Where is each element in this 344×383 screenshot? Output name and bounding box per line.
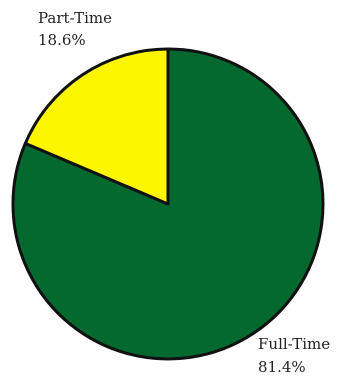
pie-slice-part-time: [23, 47, 170, 206]
pie-slice-full-time: [11, 47, 325, 361]
label-full-time: Full-Time: [258, 335, 330, 353]
percent-full-time: 81.4%: [258, 358, 306, 376]
label-part-time: Part-Time: [38, 9, 112, 27]
percent-part-time: 18.6%: [38, 31, 86, 49]
